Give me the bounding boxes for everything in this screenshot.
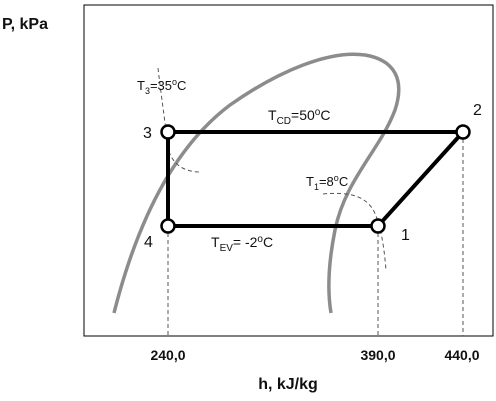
x-tick-440: 440,0 [444,347,479,363]
state-2-marker [455,124,471,140]
state-4-label: 4 [144,234,153,251]
t1-annotation: T1=8oC [306,173,348,192]
x-tick-240: 240,0 [150,347,185,363]
state-3-marker [160,124,176,140]
x-axis-title: h, kJ/kg [258,376,318,393]
state-1-marker [370,218,386,234]
y-axis-title: P, kPa [2,16,48,33]
state-1-label: 1 [401,227,410,244]
saturation-dome [112,52,401,314]
tev-annotation: TEV= -2oC [211,234,273,254]
x-tick-390: 390,0 [360,347,395,363]
tcd-annotation: TCD=50oC [268,107,330,127]
t3-annotation: T3=35oC [137,77,186,96]
state-2-label: 2 [473,102,482,119]
refrigeration-cycle [166,130,468,228]
state-4-marker [160,218,176,234]
state-3-label: 3 [143,125,152,142]
plot-frame [83,4,494,337]
